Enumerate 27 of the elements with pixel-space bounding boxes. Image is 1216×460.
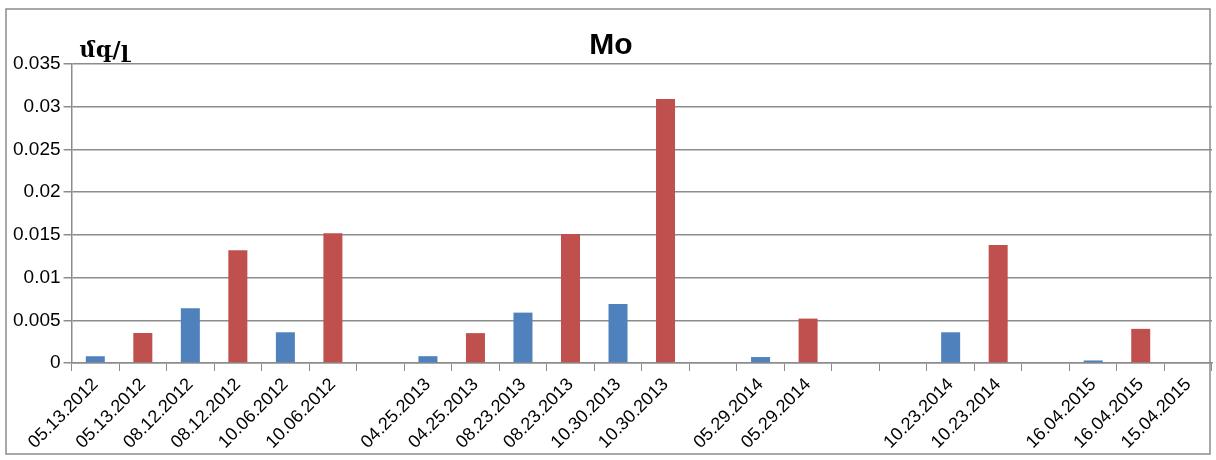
y-axis-title: մգ/լ: [79, 35, 132, 62]
y-tick-label: 0.01: [23, 265, 61, 287]
y-tick-label: 0.02: [23, 180, 61, 202]
bar: [941, 332, 961, 363]
bar: [1131, 328, 1151, 363]
bar: [608, 304, 628, 363]
bar: [513, 312, 533, 363]
y-tick-label: 0.015: [13, 223, 61, 245]
bar: [988, 245, 1008, 363]
bar: [323, 233, 343, 363]
bar: [751, 357, 771, 363]
bar: [275, 332, 295, 363]
bar: [560, 234, 580, 363]
bar: [656, 99, 676, 363]
bar: [465, 333, 485, 363]
chart-title: Mo: [589, 27, 633, 61]
y-tick-label: 0.025: [13, 137, 61, 159]
y-tick-label: 0.03: [23, 94, 61, 116]
bar: [228, 250, 248, 363]
bar: [798, 318, 818, 363]
y-tick-label: 0.035: [13, 52, 61, 74]
y-tick-label: 0.005: [13, 308, 61, 330]
y-tick-label: 0: [49, 351, 61, 373]
bar: [418, 356, 438, 363]
bar: [180, 308, 200, 363]
bar: [133, 333, 153, 363]
bar: [85, 356, 105, 363]
